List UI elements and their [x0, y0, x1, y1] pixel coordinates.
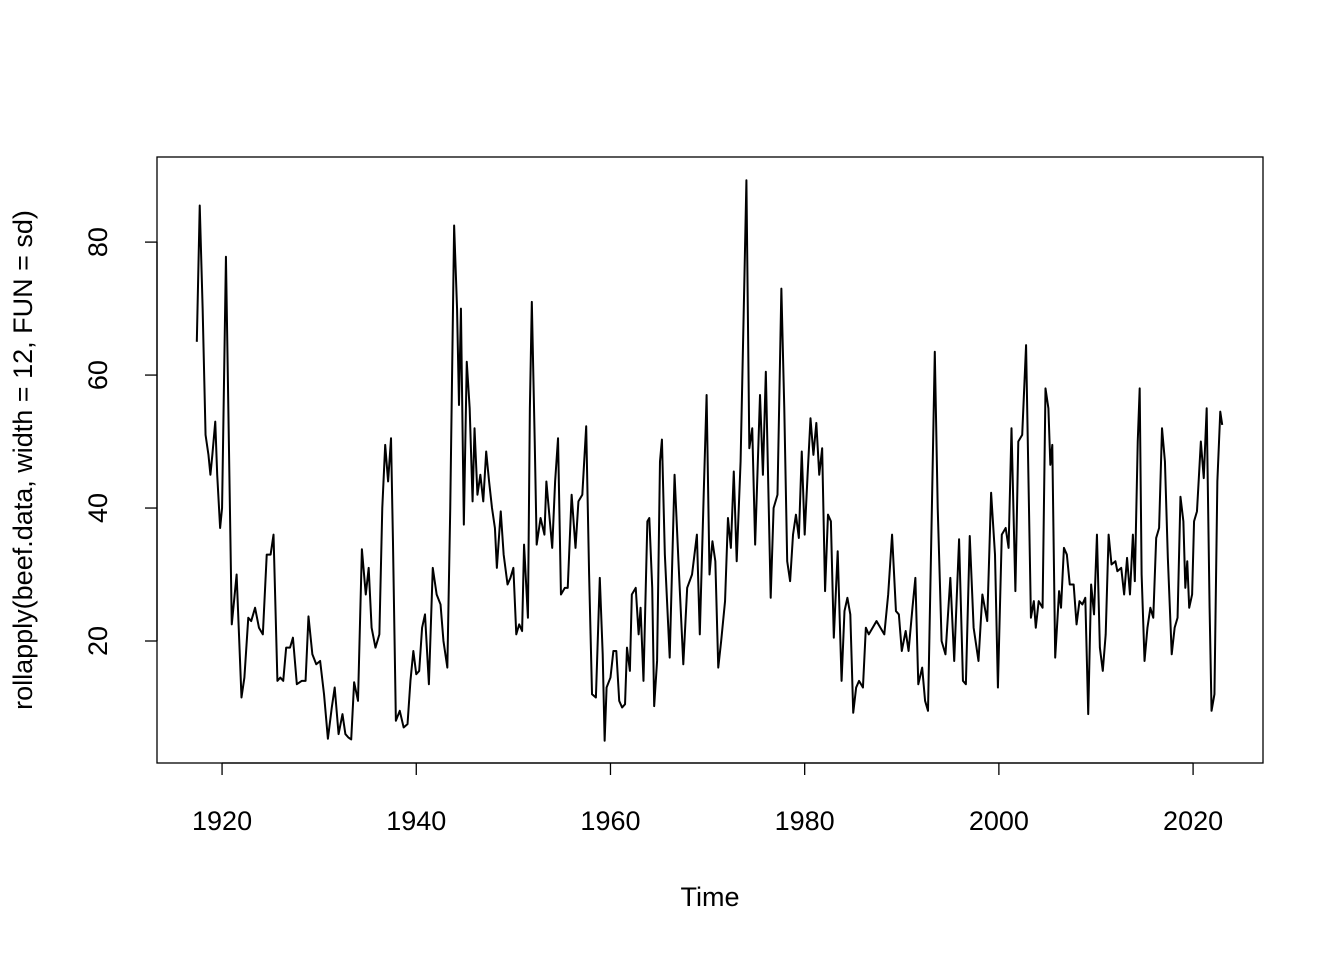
data-line: [195, 179, 1224, 742]
y-tick-label: 60: [83, 360, 113, 390]
x-tick-label: 2020: [1163, 806, 1223, 836]
x-tick-label: 1960: [580, 806, 640, 836]
y-tick-label: 40: [83, 493, 113, 523]
x-tick-label: 2000: [969, 806, 1029, 836]
y-tick-label: 20: [83, 626, 113, 656]
y-tick-label: 80: [83, 227, 113, 257]
y-axis-label: rollapply(beef.data, width = 12, FUN = s…: [8, 210, 38, 710]
x-tick-label: 1980: [775, 806, 835, 836]
x-axis-label: Time: [681, 882, 740, 912]
x-tick-label: 1940: [386, 806, 446, 836]
x-tick-label: 1920: [192, 806, 252, 836]
